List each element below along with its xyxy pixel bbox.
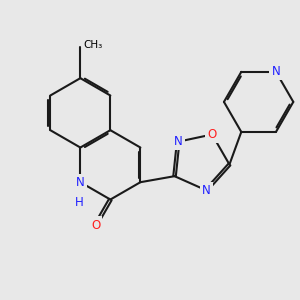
Text: N: N bbox=[174, 135, 182, 148]
Text: N: N bbox=[202, 184, 211, 197]
Text: N: N bbox=[76, 176, 85, 189]
Text: H: H bbox=[75, 196, 84, 209]
Text: O: O bbox=[91, 219, 100, 232]
Text: CH₃: CH₃ bbox=[84, 40, 103, 50]
Text: N: N bbox=[272, 65, 280, 78]
Text: O: O bbox=[208, 128, 217, 141]
